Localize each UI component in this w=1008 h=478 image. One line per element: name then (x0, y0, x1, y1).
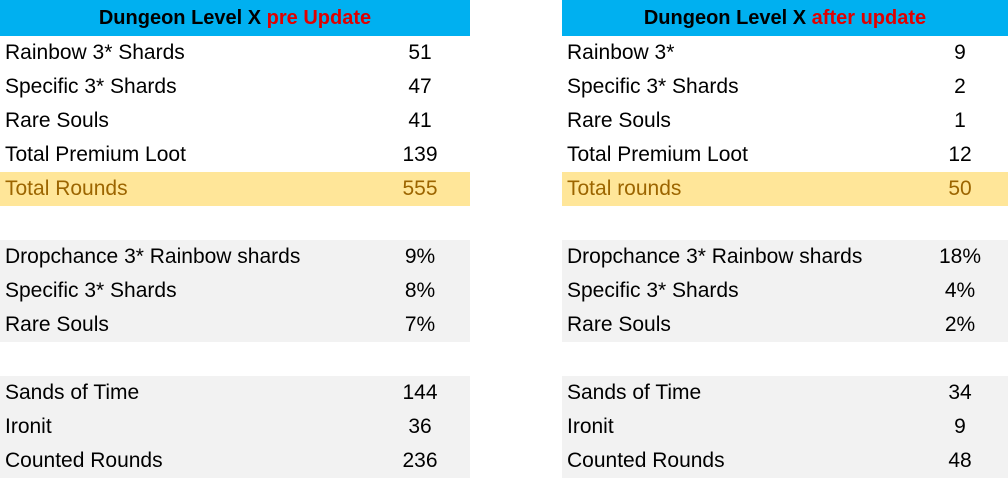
row-label: Specific 3* Shards (567, 75, 739, 98)
row-value: 2% (944, 313, 976, 336)
table-row: Ironit 9 (562, 410, 1008, 444)
row-value: 12 (948, 143, 972, 166)
table-row: Rare Souls 2% (562, 308, 1008, 342)
row-label: Total Rounds (5, 177, 128, 200)
table-row: Specific 3* Shards 47 (0, 70, 470, 104)
spacer (562, 342, 1008, 376)
row-label: Specific 3* Shards (5, 279, 177, 302)
title-prefix: Dungeon Level X (98, 7, 267, 29)
title-highlight: pre Update (266, 7, 372, 29)
row-label: Rare Souls (567, 109, 671, 132)
row-label: Rare Souls (5, 109, 109, 132)
table-row: Counted Rounds 236 (0, 444, 470, 478)
row-value: 51 (408, 41, 432, 64)
row-label: Total Premium Loot (5, 143, 186, 166)
row-value: 555 (402, 177, 438, 200)
row-label: Rainbow 3* (567, 41, 675, 64)
row-label: Total rounds (567, 177, 682, 200)
row-label: Rainbow 3* Shards (5, 41, 185, 64)
table-row: Specific 3* Shards 4% (562, 274, 1008, 308)
title-highlight: after update (811, 7, 927, 29)
row-value: 47 (408, 75, 432, 98)
table-row: Sands of Time 34 (562, 376, 1008, 410)
row-label: Ironit (5, 415, 52, 438)
row-label: Counted Rounds (567, 449, 725, 472)
row-value: 139 (402, 143, 438, 166)
row-label: Rare Souls (567, 313, 671, 336)
row-value: 144 (402, 381, 438, 404)
spacer (0, 342, 470, 376)
row-value: 4% (944, 279, 976, 302)
table-row: Rainbow 3* Shards 51 (0, 36, 470, 70)
total-rounds-row: Total rounds 50 (562, 172, 1008, 206)
spacer (562, 206, 1008, 240)
row-value: 34 (948, 381, 972, 404)
row-label: Ironit (567, 415, 614, 438)
table-row: Dropchance 3* Rainbow shards 9% (0, 240, 470, 274)
table-row: Total Premium Loot 139 (0, 138, 470, 172)
row-value: 7% (404, 313, 436, 336)
row-value: 2 (954, 75, 966, 98)
table-row: Specific 3* Shards 2 (562, 70, 1008, 104)
table-row: Rare Souls 1 (562, 104, 1008, 138)
row-value: 18% (938, 245, 982, 268)
row-label: Sands of Time (567, 381, 702, 404)
row-label: Total Premium Loot (567, 143, 748, 166)
row-value: 9 (954, 415, 966, 438)
after-update-title: Dungeon Level X after update (562, 0, 1008, 36)
after-update-table: Dungeon Level X after update Rainbow 3* … (562, 0, 1008, 478)
row-value: 9% (404, 245, 436, 268)
row-label: Sands of Time (5, 381, 140, 404)
row-label: Specific 3* Shards (5, 75, 177, 98)
row-value: 36 (408, 415, 432, 438)
table-row: Rainbow 3* 9 (562, 36, 1008, 70)
spacer (0, 206, 470, 240)
table-row: Rare Souls 41 (0, 104, 470, 138)
row-label: Dropchance 3* Rainbow shards (567, 245, 863, 268)
table-row: Counted Rounds 48 (562, 444, 1008, 478)
row-label: Counted Rounds (5, 449, 163, 472)
row-label: Specific 3* Shards (567, 279, 739, 302)
pre-update-title: Dungeon Level X pre Update (0, 0, 470, 36)
pre-update-table: Dungeon Level X pre Update Rainbow 3* Sh… (0, 0, 470, 478)
row-value: 236 (402, 449, 438, 472)
row-value: 41 (408, 109, 432, 132)
table-row: Rare Souls 7% (0, 308, 470, 342)
row-value: 9 (954, 41, 966, 64)
title-prefix: Dungeon Level X (643, 7, 812, 29)
row-value: 8% (404, 279, 436, 302)
row-label: Dropchance 3* Rainbow shards (5, 245, 301, 268)
table-row: Total Premium Loot 12 (562, 138, 1008, 172)
row-value: 50 (948, 177, 972, 200)
table-row: Ironit 36 (0, 410, 470, 444)
row-label: Rare Souls (5, 313, 109, 336)
row-value: 1 (954, 109, 966, 132)
row-value: 48 (948, 449, 972, 472)
table-row: Sands of Time 144 (0, 376, 470, 410)
table-row: Specific 3* Shards 8% (0, 274, 470, 308)
table-row: Dropchance 3* Rainbow shards 18% (562, 240, 1008, 274)
total-rounds-row: Total Rounds 555 (0, 172, 470, 206)
